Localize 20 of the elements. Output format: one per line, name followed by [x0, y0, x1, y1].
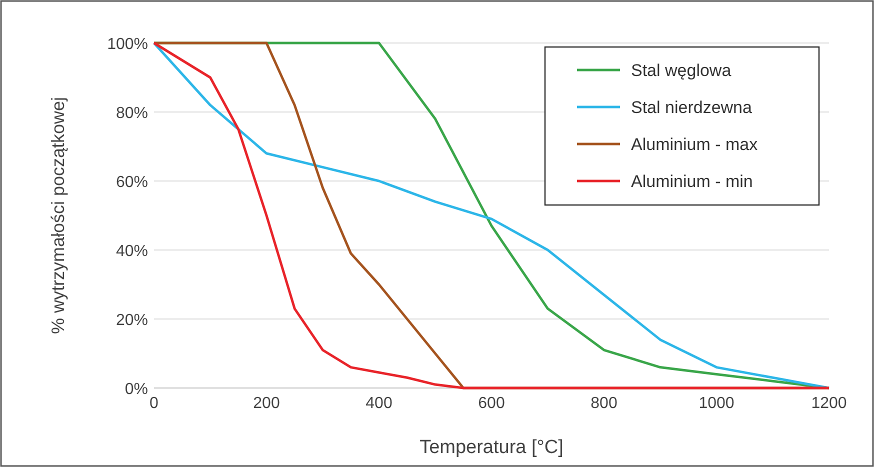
- y-tick-label: 80%: [116, 105, 148, 122]
- y-axis-title: % wytrzymałości początkowej: [48, 96, 68, 334]
- legend-label: Stal węglowa: [631, 61, 732, 80]
- legend-label: Stal nierdzewna: [631, 98, 753, 117]
- x-axis-title: Temperatura [°C]: [420, 437, 564, 458]
- y-tick-label: 60%: [116, 174, 148, 191]
- y-tick-label: 40%: [116, 243, 148, 260]
- x-tick-label: 800: [590, 395, 618, 412]
- y-tick-label: 0%: [124, 381, 148, 398]
- y-tick-label: 100%: [107, 36, 148, 53]
- x-tick-label: 1000: [698, 395, 734, 412]
- x-tick-label: 0: [150, 395, 159, 412]
- line-series: [152, 42, 830, 390]
- legend-label: Aluminium - min: [631, 172, 753, 191]
- x-tick-label: 1200: [811, 395, 847, 412]
- legend-label: Aluminium - max: [631, 135, 758, 154]
- y-tick-label: 20%: [116, 312, 148, 329]
- x-tick-label: 200: [253, 395, 280, 412]
- x-tick-label: 400: [366, 395, 392, 412]
- x-tick-label: 600: [478, 395, 505, 412]
